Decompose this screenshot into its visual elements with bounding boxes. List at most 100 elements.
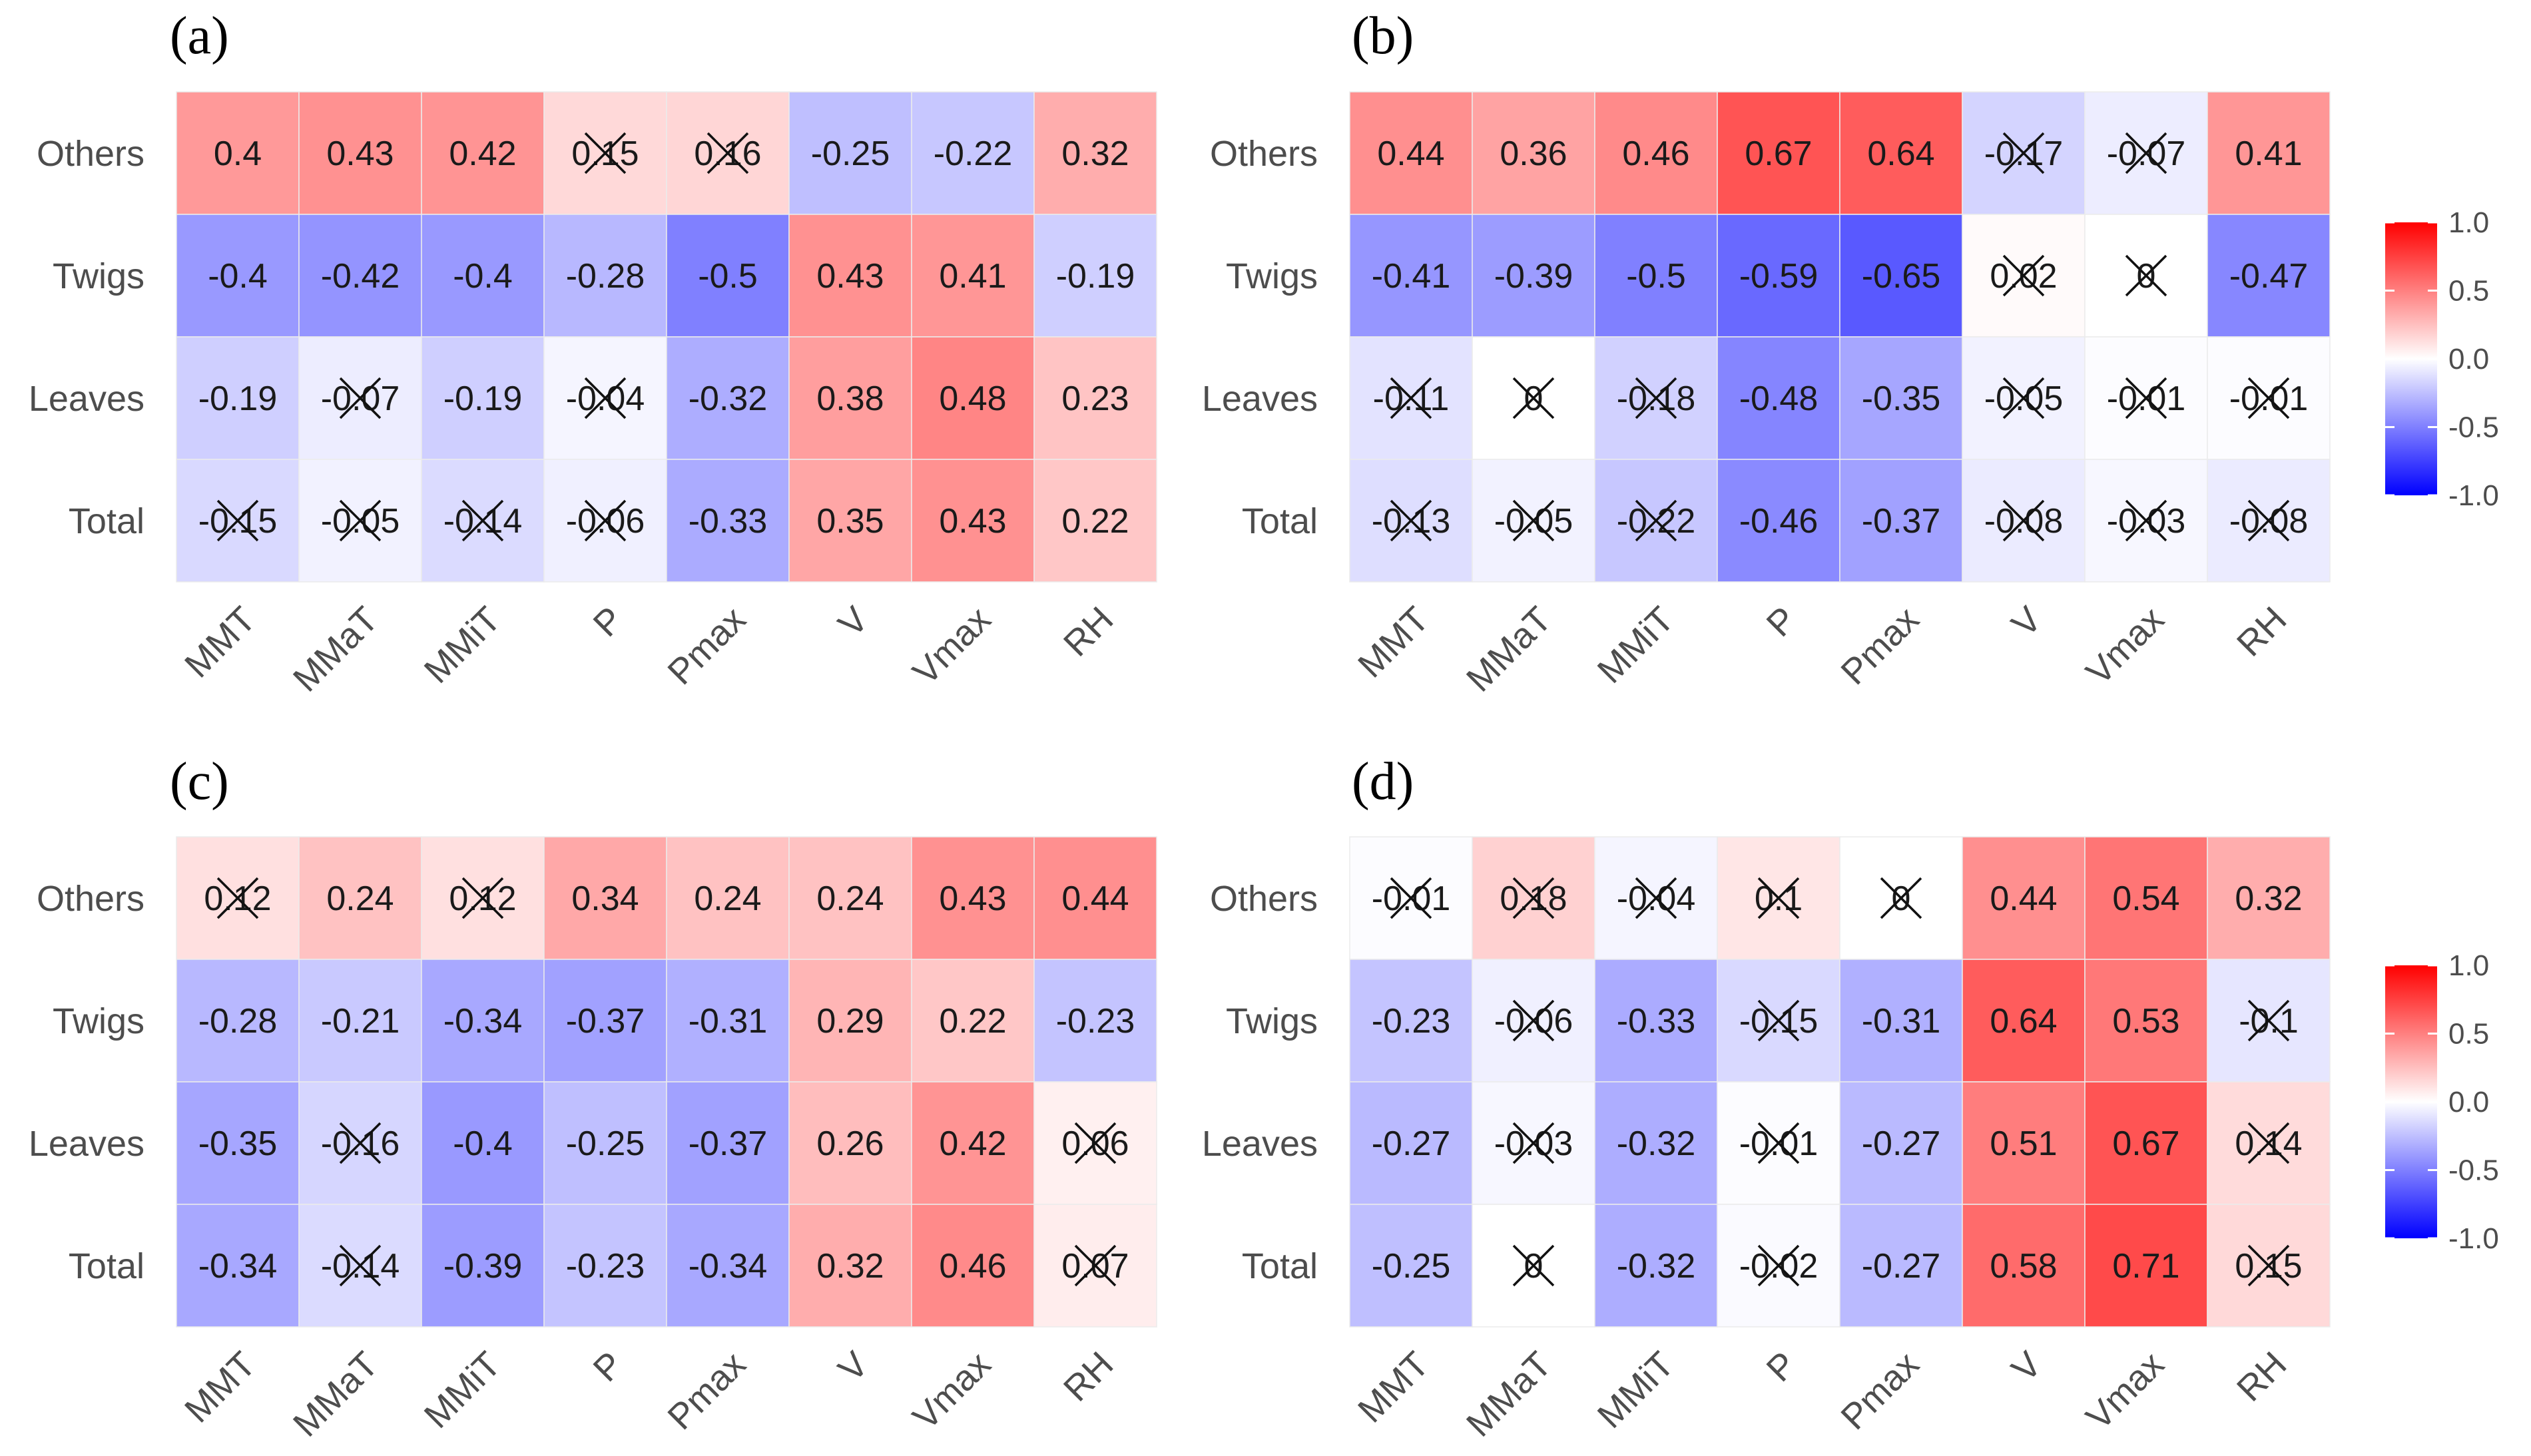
- panel-label: (d): [1352, 752, 1414, 811]
- cell-value-label: 0.38: [816, 379, 884, 418]
- cell-value-label: -0.25: [1372, 1247, 1451, 1286]
- cell-value-label: 0.41: [2235, 134, 2302, 173]
- panel-label: (b): [1352, 7, 1414, 65]
- heatmap-cell: [1962, 1081, 2086, 1205]
- cell-value-label: -0.4: [208, 257, 268, 296]
- heatmap-cell: [1839, 1204, 1963, 1328]
- cell-value-label: 0.34: [571, 879, 639, 918]
- cell-value-label: -0.31: [689, 1002, 768, 1041]
- cell-value-label: 0.53: [2112, 1002, 2179, 1041]
- heatmap-cell: [1962, 1204, 2086, 1328]
- nonsignificant-cross-mark: [216, 877, 259, 919]
- heatmap-cell: [911, 1204, 1035, 1328]
- heatmap-cell: [176, 336, 300, 460]
- heatmap-cell: [176, 1081, 300, 1205]
- heatmap-cell: [1349, 1081, 1473, 1205]
- cell-value-label: 0.32: [816, 1247, 884, 1286]
- colorbar-tick-label: 0.5: [2448, 1018, 2489, 1051]
- colorbar-tick-label: -1.0: [2448, 479, 2499, 512]
- column-label: P: [586, 1344, 631, 1389]
- cell-value-label: -0.33: [1617, 1002, 1696, 1041]
- heatmap-cell: [543, 959, 667, 1083]
- nonsignificant-cross-mark: [584, 132, 627, 174]
- column-label: Vmax: [2078, 1344, 2171, 1437]
- cell-value-label: -0.32: [1617, 1124, 1696, 1163]
- heatmap-cell: [543, 836, 667, 960]
- column-label: V: [2004, 1344, 2050, 1389]
- heatmap-cell: [1033, 336, 1157, 460]
- row-label: Twigs: [1226, 256, 1318, 296]
- heatmap-panel-b: 0.440.360.460.670.64-0.17-0.070.41-0.41-…: [1202, 7, 2331, 700]
- heatmap-cell: [911, 214, 1035, 338]
- row-label: Total: [1242, 1246, 1318, 1286]
- heatmap-cell: [666, 959, 790, 1083]
- cell-value-label: 0.36: [1500, 134, 1567, 173]
- row-label: Others: [37, 879, 144, 919]
- heatmap-cell: [1472, 214, 1595, 338]
- column-label: Pmax: [660, 1344, 753, 1437]
- heatmap-cell: [421, 1081, 545, 1205]
- cell-value-label: -0.47: [2229, 257, 2309, 296]
- row-label: Twigs: [53, 256, 144, 296]
- nonsignificant-cross-mark: [1512, 377, 1555, 419]
- heatmap-cell: [421, 336, 545, 460]
- cell-value-label: -0.35: [1862, 379, 1941, 418]
- row-label: Others: [1210, 134, 1318, 174]
- heatmap-panels: 0.40.430.420.150.16-0.25-0.220.32-0.4-0.…: [29, 7, 2331, 1445]
- cell-value-label: -0.33: [689, 502, 768, 541]
- column-label: Pmax: [1833, 599, 1926, 692]
- cell-value-label: -0.59: [1739, 257, 1819, 296]
- cell-value-label: -0.25: [566, 1124, 645, 1163]
- cell-value-label: 0.43: [939, 502, 1006, 541]
- cell-value-label: 0.64: [1990, 1002, 2057, 1041]
- column-label: MMiT: [1590, 599, 1682, 691]
- nonsignificant-cross-mark: [1390, 499, 1432, 542]
- heatmap-cell: [543, 214, 667, 338]
- nonsignificant-cross-mark: [1757, 877, 1800, 919]
- cell-value-label: -0.19: [198, 379, 278, 418]
- column-label: P: [1759, 599, 1805, 644]
- row-label: Leaves: [1202, 1124, 1318, 1164]
- cell-value-label: 0.42: [939, 1124, 1006, 1163]
- heatmap-cell: [1962, 959, 2086, 1083]
- heatmap-cell: [1349, 959, 1473, 1083]
- heatmap-cell: [666, 1204, 790, 1328]
- heatmap-cell: [298, 91, 422, 215]
- heatmap-panel-d: -0.010.18-0.040.100.440.540.32-0.23-0.06…: [1202, 752, 2331, 1445]
- cell-value-label: 0.71: [2112, 1247, 2179, 1286]
- cell-value-label: 0.46: [1622, 134, 1689, 173]
- column-label: Vmax: [905, 599, 998, 692]
- cell-value-label: 0.58: [1990, 1247, 2057, 1286]
- cell-value-label: -0.37: [1862, 502, 1941, 541]
- nonsignificant-cross-mark: [339, 499, 382, 542]
- heatmap-cell: [666, 836, 790, 960]
- nonsignificant-cross-mark: [2002, 377, 2045, 419]
- cell-value-label: -0.39: [443, 1247, 523, 1286]
- row-label: Leaves: [29, 1124, 144, 1164]
- cell-value-label: -0.48: [1739, 379, 1819, 418]
- nonsignificant-cross-mark: [1390, 877, 1432, 919]
- heatmap-cell: [1594, 959, 1718, 1083]
- cell-value-label: 0.64: [1867, 134, 1934, 173]
- cell-value-label: -0.28: [566, 257, 645, 296]
- column-label: P: [586, 599, 631, 644]
- heatmap-cell: [543, 1081, 667, 1205]
- column-label: Vmax: [905, 1344, 998, 1437]
- heatmap-cell: [1717, 91, 1840, 215]
- nonsignificant-cross-mark: [1512, 999, 1555, 1042]
- heatmap-cell: [1033, 214, 1157, 338]
- heatmap-cell: [2207, 836, 2331, 960]
- nonsignificant-cross-mark: [2002, 132, 2045, 174]
- cell-value-label: -0.27: [1862, 1124, 1941, 1163]
- nonsignificant-cross-mark: [2125, 254, 2167, 297]
- nonsignificant-cross-mark: [706, 132, 749, 174]
- heatmap-cell: [666, 336, 790, 460]
- nonsignificant-cross-mark: [1074, 1122, 1117, 1164]
- column-label: V: [831, 599, 876, 644]
- heatmap-cell: [1962, 459, 2086, 583]
- heatmap-cell: [1839, 91, 1963, 215]
- heatmap-cell: [788, 336, 912, 460]
- column-label: MMaT: [286, 599, 386, 700]
- cell-value-label: -0.5: [1626, 257, 1686, 296]
